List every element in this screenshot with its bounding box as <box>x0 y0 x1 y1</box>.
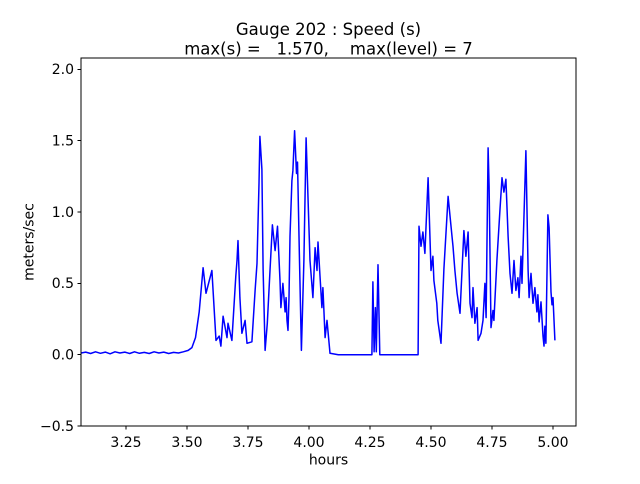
axes-frame <box>80 57 577 427</box>
y-axis: −0.5 0.0 0.5 1.0 1.5 2.0 <box>40 62 81 435</box>
y-tick-label: 2.0 <box>52 62 74 78</box>
x-tick-label: 3.25 <box>110 435 141 451</box>
y-tick-label: 0.5 <box>52 276 74 292</box>
x-tick-label: 4.25 <box>354 435 385 451</box>
x-axis-label: hours <box>309 453 348 469</box>
x-axis: 3.25 3.50 3.75 4.00 4.25 4.50 4.75 5.00 <box>110 426 569 451</box>
plot-area <box>81 58 576 426</box>
chart-title: Gauge 202 : Speed (s) <box>236 20 421 39</box>
speed-line <box>80 129 556 356</box>
x-tick-label: 3.75 <box>232 435 263 451</box>
x-tick-label: 4.50 <box>415 435 446 451</box>
y-tick-label: 1.5 <box>52 134 74 150</box>
x-tick-label: 5.00 <box>537 435 568 451</box>
chart-subtitle: max(s) = 1.570, max(level) = 7 <box>184 40 473 59</box>
y-tick-label: 0.0 <box>52 347 74 363</box>
x-tick-label: 3.50 <box>171 435 202 451</box>
y-tick-label: −0.5 <box>40 419 74 435</box>
x-tick-label: 4.75 <box>476 435 507 451</box>
x-tick-label: 4.00 <box>293 435 324 451</box>
y-tick-label: 1.0 <box>52 205 74 221</box>
y-axis-label: meters/sec <box>22 203 38 281</box>
